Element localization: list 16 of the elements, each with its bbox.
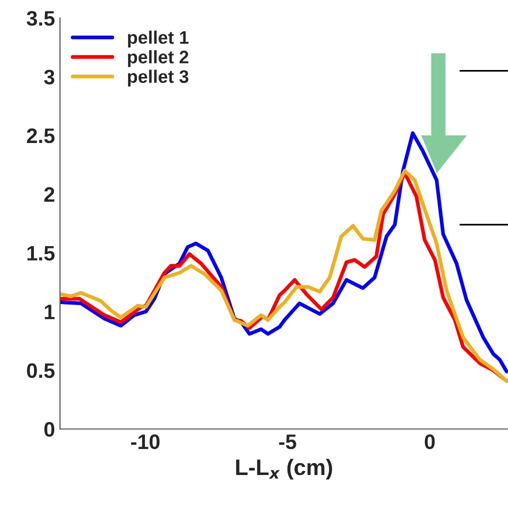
y-tick-label: 0 — [44, 422, 54, 437]
y-tick-label: 1.5 — [27, 246, 55, 261]
x-tick-label: 0 — [424, 434, 435, 450]
line-series — [60, 131, 508, 374]
x-tick-label: -10 — [131, 434, 160, 450]
x-tick-label: -5 — [279, 434, 296, 450]
x-axis-title: L-L$_{x}$ (cm) — [236, 458, 332, 480]
y-tick-label: 1 — [44, 304, 55, 320]
y-tick-label: 0.5 — [27, 363, 55, 378]
legend-label: pellet 3 — [128, 70, 188, 87]
y-tick-label: 3 — [44, 70, 54, 84]
y-tick-label: 3.5 — [26, 11, 55, 26]
y-tick-label: 2 — [44, 187, 54, 202]
legend-label: pellet 2 — [128, 50, 188, 68]
legend-label: pellet 1 — [128, 30, 189, 48]
y-tick-label: 2.5 — [26, 128, 55, 144]
